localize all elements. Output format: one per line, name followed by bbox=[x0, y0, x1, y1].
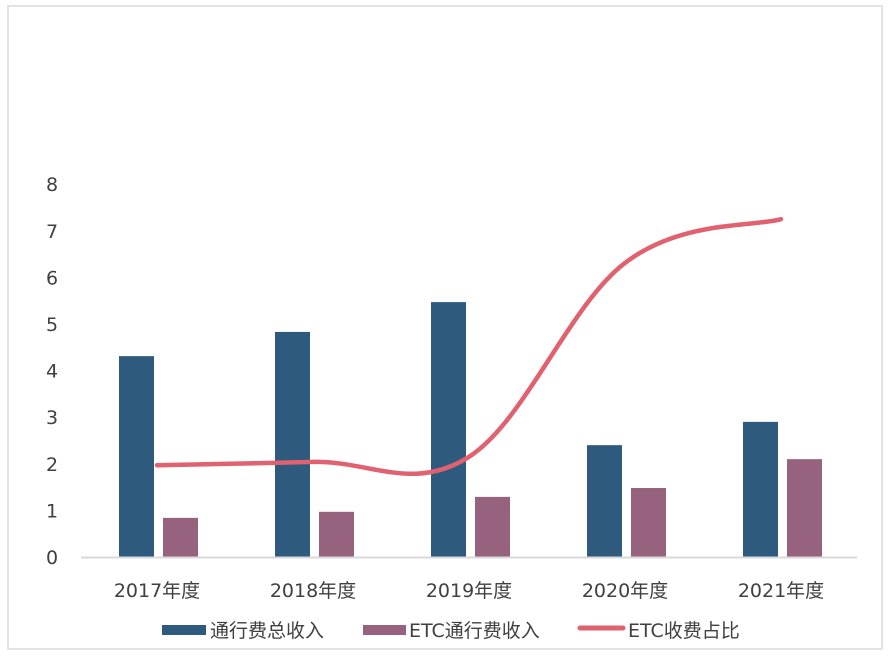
y-tick-label: 3 bbox=[46, 407, 58, 429]
legend-item-etc-toll: ETC通行费收入 bbox=[363, 620, 540, 642]
y-tick-label: 0 bbox=[46, 547, 58, 569]
y-tick-label: 1 bbox=[46, 500, 58, 522]
y-tick-label: 2 bbox=[46, 454, 58, 476]
legend-item-total-toll: 通行费总收入 bbox=[162, 620, 324, 642]
x-category-label: 2018年度 bbox=[270, 580, 356, 602]
y-tick-label: 4 bbox=[46, 361, 58, 383]
legend-label: ETC通行费收入 bbox=[409, 620, 540, 642]
y-axis: 0 1 2 3 4 5 6 7 8 bbox=[46, 174, 58, 569]
legend-swatch-bar-icon bbox=[162, 625, 206, 635]
bar-total-toll bbox=[119, 356, 154, 557]
bar-etc-toll bbox=[787, 459, 822, 557]
y-tick-label: 5 bbox=[46, 314, 58, 336]
bar-etc-toll bbox=[163, 517, 198, 557]
legend-swatch-bar-icon bbox=[363, 625, 406, 635]
bar-etc-toll bbox=[319, 511, 354, 557]
x-category-label: 2020年度 bbox=[582, 580, 668, 602]
legend: 通行费总收入 ETC通行费收入 ETC收费占比 bbox=[162, 620, 740, 642]
legend-item-etc-share: ETC收费占比 bbox=[577, 620, 740, 642]
y-tick-label: 8 bbox=[46, 174, 58, 196]
bar-series bbox=[119, 302, 822, 557]
bar-total-toll bbox=[275, 331, 310, 557]
legend-label: ETC收费占比 bbox=[628, 620, 740, 642]
line-series-etc-share bbox=[154, 216, 784, 477]
bar-etc-toll bbox=[631, 488, 666, 557]
bar-etc-toll bbox=[475, 496, 510, 557]
y-tick-label: 7 bbox=[46, 221, 58, 243]
bar-total-toll bbox=[431, 302, 466, 557]
bar-total-toll bbox=[587, 445, 622, 557]
x-category-label: 2019年度 bbox=[426, 580, 512, 602]
x-category-label: 2021年度 bbox=[738, 580, 824, 602]
x-category-label: 2017年度 bbox=[114, 580, 200, 602]
bar-total-toll bbox=[743, 421, 778, 557]
legend-label: 通行费总收入 bbox=[210, 620, 324, 642]
x-axis: 2017年度 2018年度 2019年度 2020年度 2021年度 bbox=[114, 580, 824, 602]
y-tick-label: 6 bbox=[46, 267, 58, 289]
